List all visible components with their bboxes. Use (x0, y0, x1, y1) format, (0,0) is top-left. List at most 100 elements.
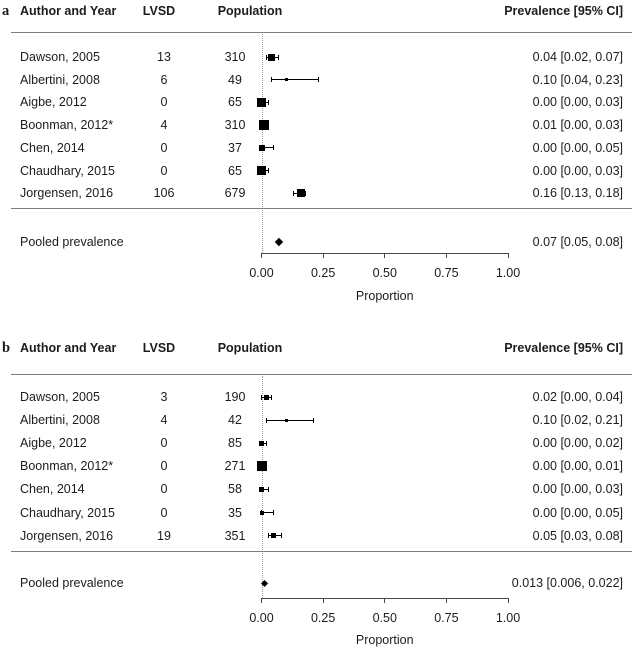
header-rule (11, 373, 632, 375)
ci-line (261, 488, 269, 490)
estimate-marker (296, 189, 305, 198)
pooled-prevalence: 0.013 [0.006, 0.022] (511, 575, 623, 590)
study-population: 190 (224, 389, 246, 404)
study-prevalence: 0.16 [0.13, 0.18] (532, 185, 623, 200)
study-lvsd: 3 (160, 389, 168, 404)
study-population: 85 (228, 435, 242, 450)
summary-rule (11, 550, 632, 552)
study-lvsd: 0 (160, 95, 168, 110)
estimate-marker (258, 144, 265, 151)
axis-title: Proportion (355, 632, 414, 647)
study-author: Jorgensen, 2016 (20, 528, 114, 543)
study-prevalence: 0.10 [0.02, 0.21] (532, 412, 623, 427)
ci-line (261, 147, 274, 149)
estimate-marker (267, 53, 275, 61)
study-author: Albertini, 2008 (20, 412, 100, 427)
estimate-marker (271, 533, 277, 539)
estimate-marker (257, 166, 266, 175)
col-header-prevalence: Prevalence [95% CI] (504, 3, 623, 18)
study-population: 49 (228, 72, 242, 87)
study-lvsd: 4 (160, 412, 168, 427)
study-population: 310 (224, 49, 246, 64)
col-header-prevalence: Prevalence [95% CI] (504, 340, 623, 355)
ci-cap-right (305, 190, 307, 196)
study-lvsd: 0 (160, 459, 168, 474)
axis-tick (445, 252, 447, 258)
ci-line (266, 419, 314, 421)
panel-letter: b (2, 339, 11, 356)
ci-cap-right (268, 486, 270, 492)
header-rule (11, 31, 632, 33)
study-population: 35 (228, 505, 242, 520)
panel-letter: a (2, 2, 10, 19)
axis-tick-label: 0.50 (372, 610, 397, 625)
axis-tick-label: 0.00 (249, 610, 274, 625)
axis-tick-label: 0.50 (372, 265, 397, 280)
study-author: Chaudhary, 2015 (20, 163, 115, 178)
study-prevalence: 0.00 [0.00, 0.01] (532, 459, 623, 474)
study-author: Chaudhary, 2015 (20, 505, 115, 520)
study-author: Chen, 2014 (20, 140, 85, 155)
col-header-author: Author and Year (20, 340, 117, 355)
axis-tick (261, 252, 262, 258)
estimate-marker (256, 461, 267, 472)
study-prevalence: 0.00 [0.00, 0.05] (532, 140, 623, 155)
ci-cap-right (280, 533, 282, 539)
pooled-label: Pooled prevalence (20, 234, 124, 249)
study-prevalence: 0.00 [0.00, 0.03] (532, 163, 623, 178)
ci-cap-left (261, 394, 262, 400)
axis-tick (507, 597, 509, 603)
ci-line (271, 79, 319, 81)
col-header-lvsd: LVSD (142, 3, 176, 18)
study-author: Boonman, 2012* (20, 459, 114, 474)
study-prevalence: 0.02 [0.00, 0.04] (532, 389, 623, 404)
study-prevalence: 0.04 [0.02, 0.07] (532, 49, 623, 64)
study-lvsd: 19 (157, 528, 171, 543)
study-prevalence: 0.05 [0.03, 0.08] (532, 528, 623, 543)
study-lvsd: 0 (160, 435, 168, 450)
study-lvsd: 0 (160, 140, 168, 155)
pooled-prevalence: 0.07 [0.05, 0.08] (532, 234, 623, 249)
ci-cap-right (268, 99, 270, 105)
study-lvsd: 13 (157, 49, 171, 64)
study-lvsd: 6 (160, 72, 168, 87)
estimate-marker (284, 418, 288, 422)
study-lvsd: 0 (160, 505, 168, 520)
reference-line (261, 33, 263, 253)
axis-tick-label: 0.00 (249, 265, 274, 280)
estimate-marker (259, 510, 264, 515)
ci-cap-right (270, 394, 272, 400)
axis-tick-label: 1.00 (495, 610, 521, 625)
axis-tick-label: 0.25 (310, 610, 336, 625)
study-population: 58 (228, 482, 242, 497)
estimate-marker (259, 487, 264, 492)
study-prevalence: 0.10 [0.04, 0.23] (532, 72, 623, 87)
ci-cap-left (265, 54, 267, 60)
pooled-diamond-marker (261, 579, 269, 587)
axis-tick (322, 597, 324, 603)
axis-tick (507, 252, 509, 258)
study-lvsd: 0 (160, 163, 168, 178)
study-population: 65 (228, 95, 242, 110)
ci-cap-right (273, 145, 275, 151)
col-header-author: Author and Year (20, 3, 117, 18)
col-header-lvsd: LVSD (142, 340, 176, 355)
study-population: 37 (228, 140, 242, 155)
axis-tick (384, 252, 386, 258)
ci-cap-right (317, 77, 319, 83)
ci-line (261, 512, 274, 513)
axis-tick (384, 597, 386, 603)
study-prevalence: 0.01 [0.00, 0.03] (532, 117, 623, 132)
summary-rule (11, 207, 632, 209)
ci-cap-left (270, 77, 272, 83)
axis-tick-label: 0.25 (310, 265, 336, 280)
axis-tick (261, 597, 262, 603)
pooled-diamond-marker (274, 237, 283, 247)
study-population: 65 (228, 163, 242, 178)
study-prevalence: 0.00 [0.00, 0.05] (532, 505, 623, 520)
ci-cap-right (265, 440, 267, 446)
ci-cap-left (293, 190, 295, 196)
ci-cap-right (273, 510, 275, 515)
estimate-marker (258, 120, 269, 131)
